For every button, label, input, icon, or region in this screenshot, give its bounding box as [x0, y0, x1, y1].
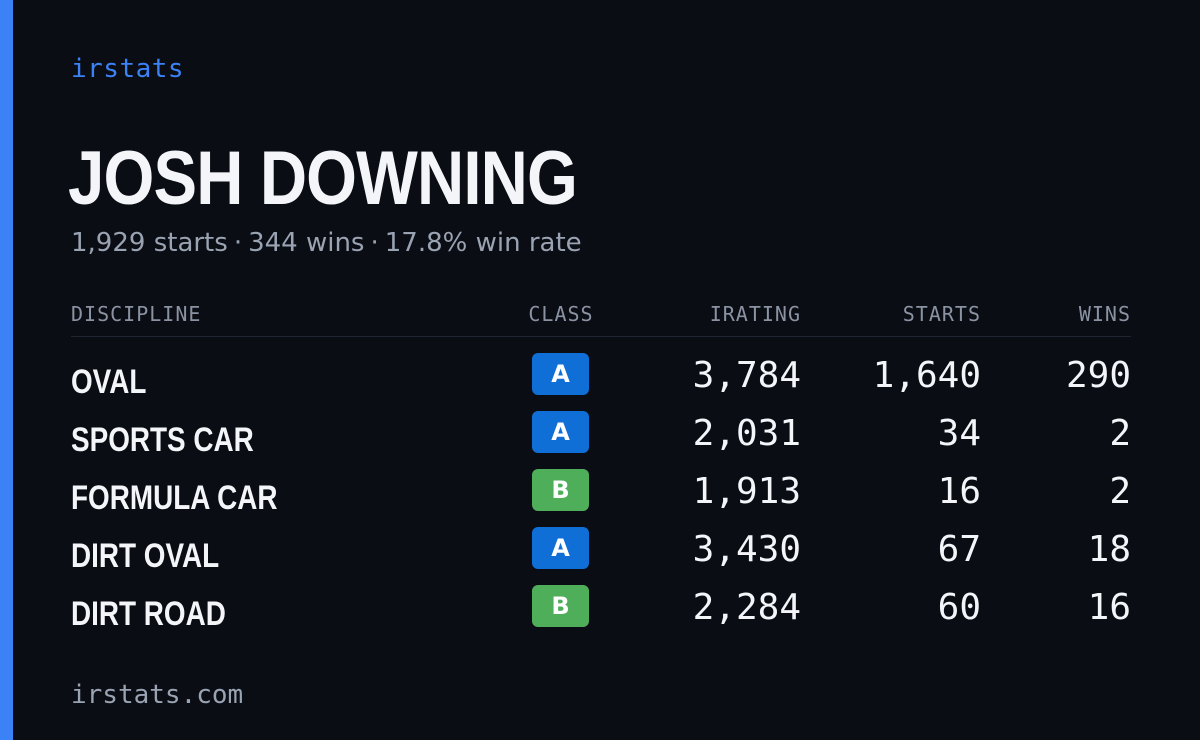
wins-value: 2: [1109, 413, 1131, 454]
table-row: DIRT ROAD B 2,284 60 16: [71, 569, 1131, 633]
header-wins: WINS: [1078, 302, 1131, 326]
starts-value: 1,640: [872, 355, 981, 396]
class-badge: A: [532, 411, 589, 453]
class-badge: B: [532, 469, 589, 511]
header-starts: STARTS: [902, 302, 981, 326]
class-badge: B: [532, 585, 589, 627]
wins-value: 290: [1065, 355, 1131, 396]
wins-value: 2: [1109, 471, 1131, 512]
summary-starts: 1,929 starts: [71, 228, 228, 258]
class-badge: A: [532, 353, 589, 395]
irating-value: 2,284: [692, 587, 801, 628]
table-row: SPORTS CAR A 2,031 34 2: [71, 395, 1131, 459]
starts-value: 16: [937, 471, 981, 512]
summary-separator: ·: [233, 228, 243, 258]
wins-value: 18: [1087, 529, 1131, 570]
brand-logo[interactable]: irstats: [71, 54, 185, 84]
wins-value: 16: [1087, 587, 1131, 628]
summary-separator: ·: [370, 228, 379, 258]
summary-wins: 344 wins: [248, 228, 365, 258]
discipline-name: FORMULA CAR: [71, 479, 278, 517]
summary-win-rate: 17.8% win rate: [384, 228, 582, 258]
table-header: DISCIPLINE CLASS IRATING STARTS WINS: [71, 298, 1131, 337]
class-badge: A: [532, 527, 589, 569]
discipline-name: DIRT ROAD: [71, 595, 226, 633]
footer-url[interactable]: irstats.com: [71, 680, 244, 710]
starts-value: 67: [937, 529, 981, 570]
table-row: DIRT OVAL A 3,430 67 18: [71, 511, 1131, 575]
header-discipline: DISCIPLINE: [71, 302, 202, 326]
discipline-name: SPORTS CAR: [71, 421, 254, 459]
accent-bar: [0, 0, 13, 740]
discipline-stats-table: DISCIPLINE CLASS IRATING STARTS WINS OVA…: [71, 298, 1131, 633]
starts-value: 60: [937, 587, 981, 628]
irating-value: 1,913: [692, 471, 801, 512]
header-class: CLASS: [528, 302, 594, 326]
header-irating: IRATING: [709, 302, 801, 326]
table-row: OVAL A 3,784 1,640 290: [71, 337, 1131, 401]
table-row: FORMULA CAR B 1,913 16 2: [71, 453, 1131, 517]
player-summary: 1,929 starts · 344 wins · 17.8% win rate: [71, 228, 582, 258]
player-name: JOSH DOWNING: [68, 136, 578, 221]
discipline-name: OVAL: [71, 363, 147, 401]
irating-value: 3,784: [692, 355, 801, 396]
irating-value: 2,031: [692, 413, 801, 454]
discipline-name: DIRT OVAL: [71, 537, 220, 575]
starts-value: 34: [937, 413, 981, 454]
irating-value: 3,430: [692, 529, 801, 570]
